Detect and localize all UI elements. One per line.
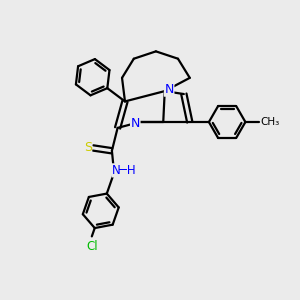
Text: N: N — [164, 83, 174, 96]
Text: CH₃: CH₃ — [260, 117, 279, 127]
Text: N: N — [130, 117, 140, 130]
Text: Cl: Cl — [86, 240, 98, 253]
Text: N─H: N─H — [112, 164, 137, 177]
Text: S: S — [84, 141, 92, 154]
